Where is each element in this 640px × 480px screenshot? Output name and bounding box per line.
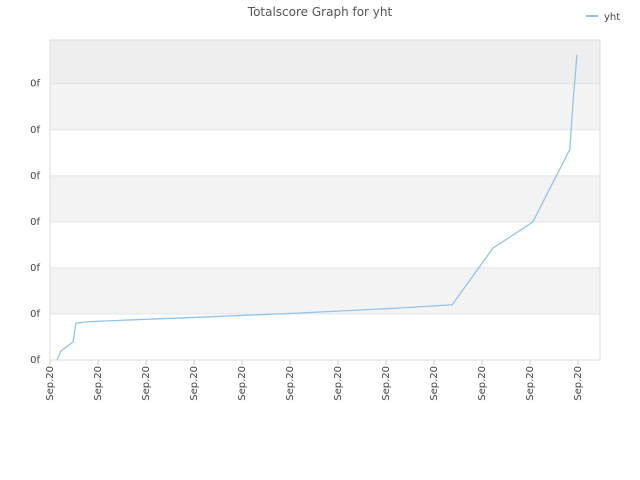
x-tick-label: Sep.20 (189, 366, 200, 401)
y-tick-label: 0f (30, 125, 40, 136)
x-tick-label: Sep.20 (429, 366, 440, 401)
y-tick-label: 0f (30, 217, 40, 228)
grid-band (50, 175, 600, 222)
x-tick-label: Sep.20 (525, 366, 536, 401)
plot-border (49, 39, 601, 361)
grid-band (50, 83, 600, 130)
legend-label: yht (604, 12, 620, 23)
x-tick-label: Sep.20 (237, 366, 248, 401)
grid-band (50, 221, 600, 268)
x-tick-label: Sep.20 (333, 366, 344, 401)
y-tick-label: 0f (30, 355, 40, 366)
x-tick-label: Sep.20 (285, 366, 296, 401)
x-tick-label: Sep.20 (93, 366, 104, 401)
y-tick-label: 0f (30, 79, 40, 90)
series-line (56, 54, 578, 361)
y-tick-label: 0f (30, 263, 40, 274)
grid-band (50, 313, 600, 360)
x-tick-label: Sep.20 (45, 366, 56, 401)
grid-band (50, 129, 600, 176)
x-tick-label: Sep.20 (141, 366, 152, 401)
x-tick-label: Sep.20 (573, 366, 584, 401)
y-tick-label: 0f (30, 309, 40, 320)
chart-title: Totalscore Graph for yht (247, 5, 393, 19)
y-tick-label: 0f (30, 171, 40, 182)
grid-band (50, 40, 600, 84)
x-tick-label: Sep.20 (381, 366, 392, 401)
grid-band (50, 267, 600, 314)
x-tick-label: Sep.20 (477, 366, 488, 401)
